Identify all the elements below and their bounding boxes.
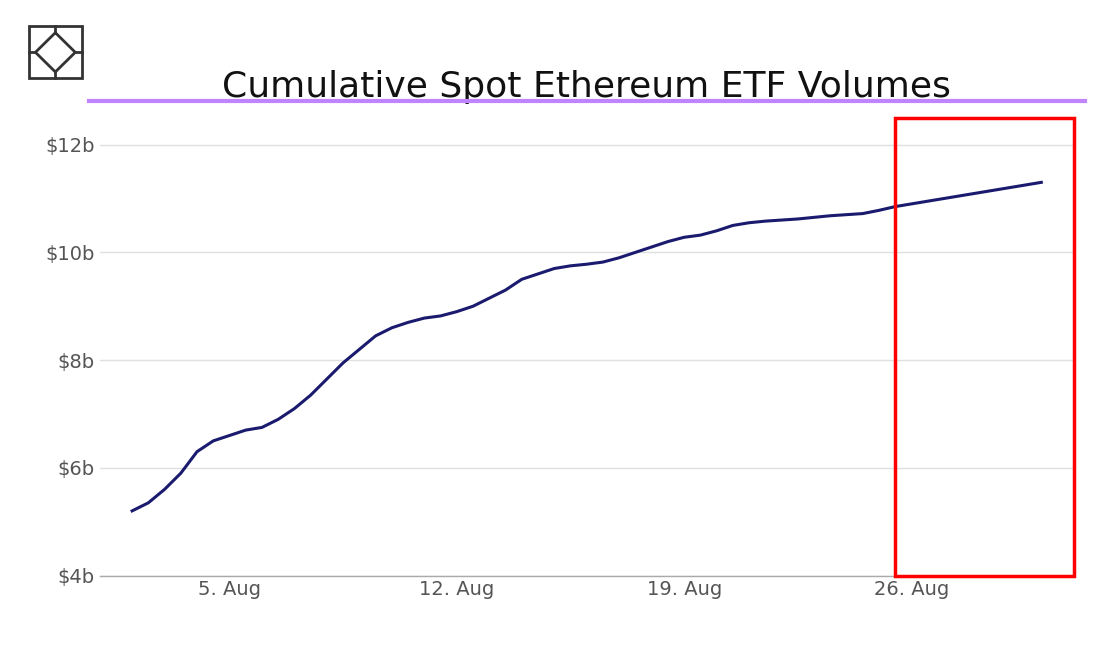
- Bar: [896, 118, 1074, 576]
- Title: Cumulative Spot Ethereum ETF Volumes: Cumulative Spot Ethereum ETF Volumes: [223, 70, 951, 104]
